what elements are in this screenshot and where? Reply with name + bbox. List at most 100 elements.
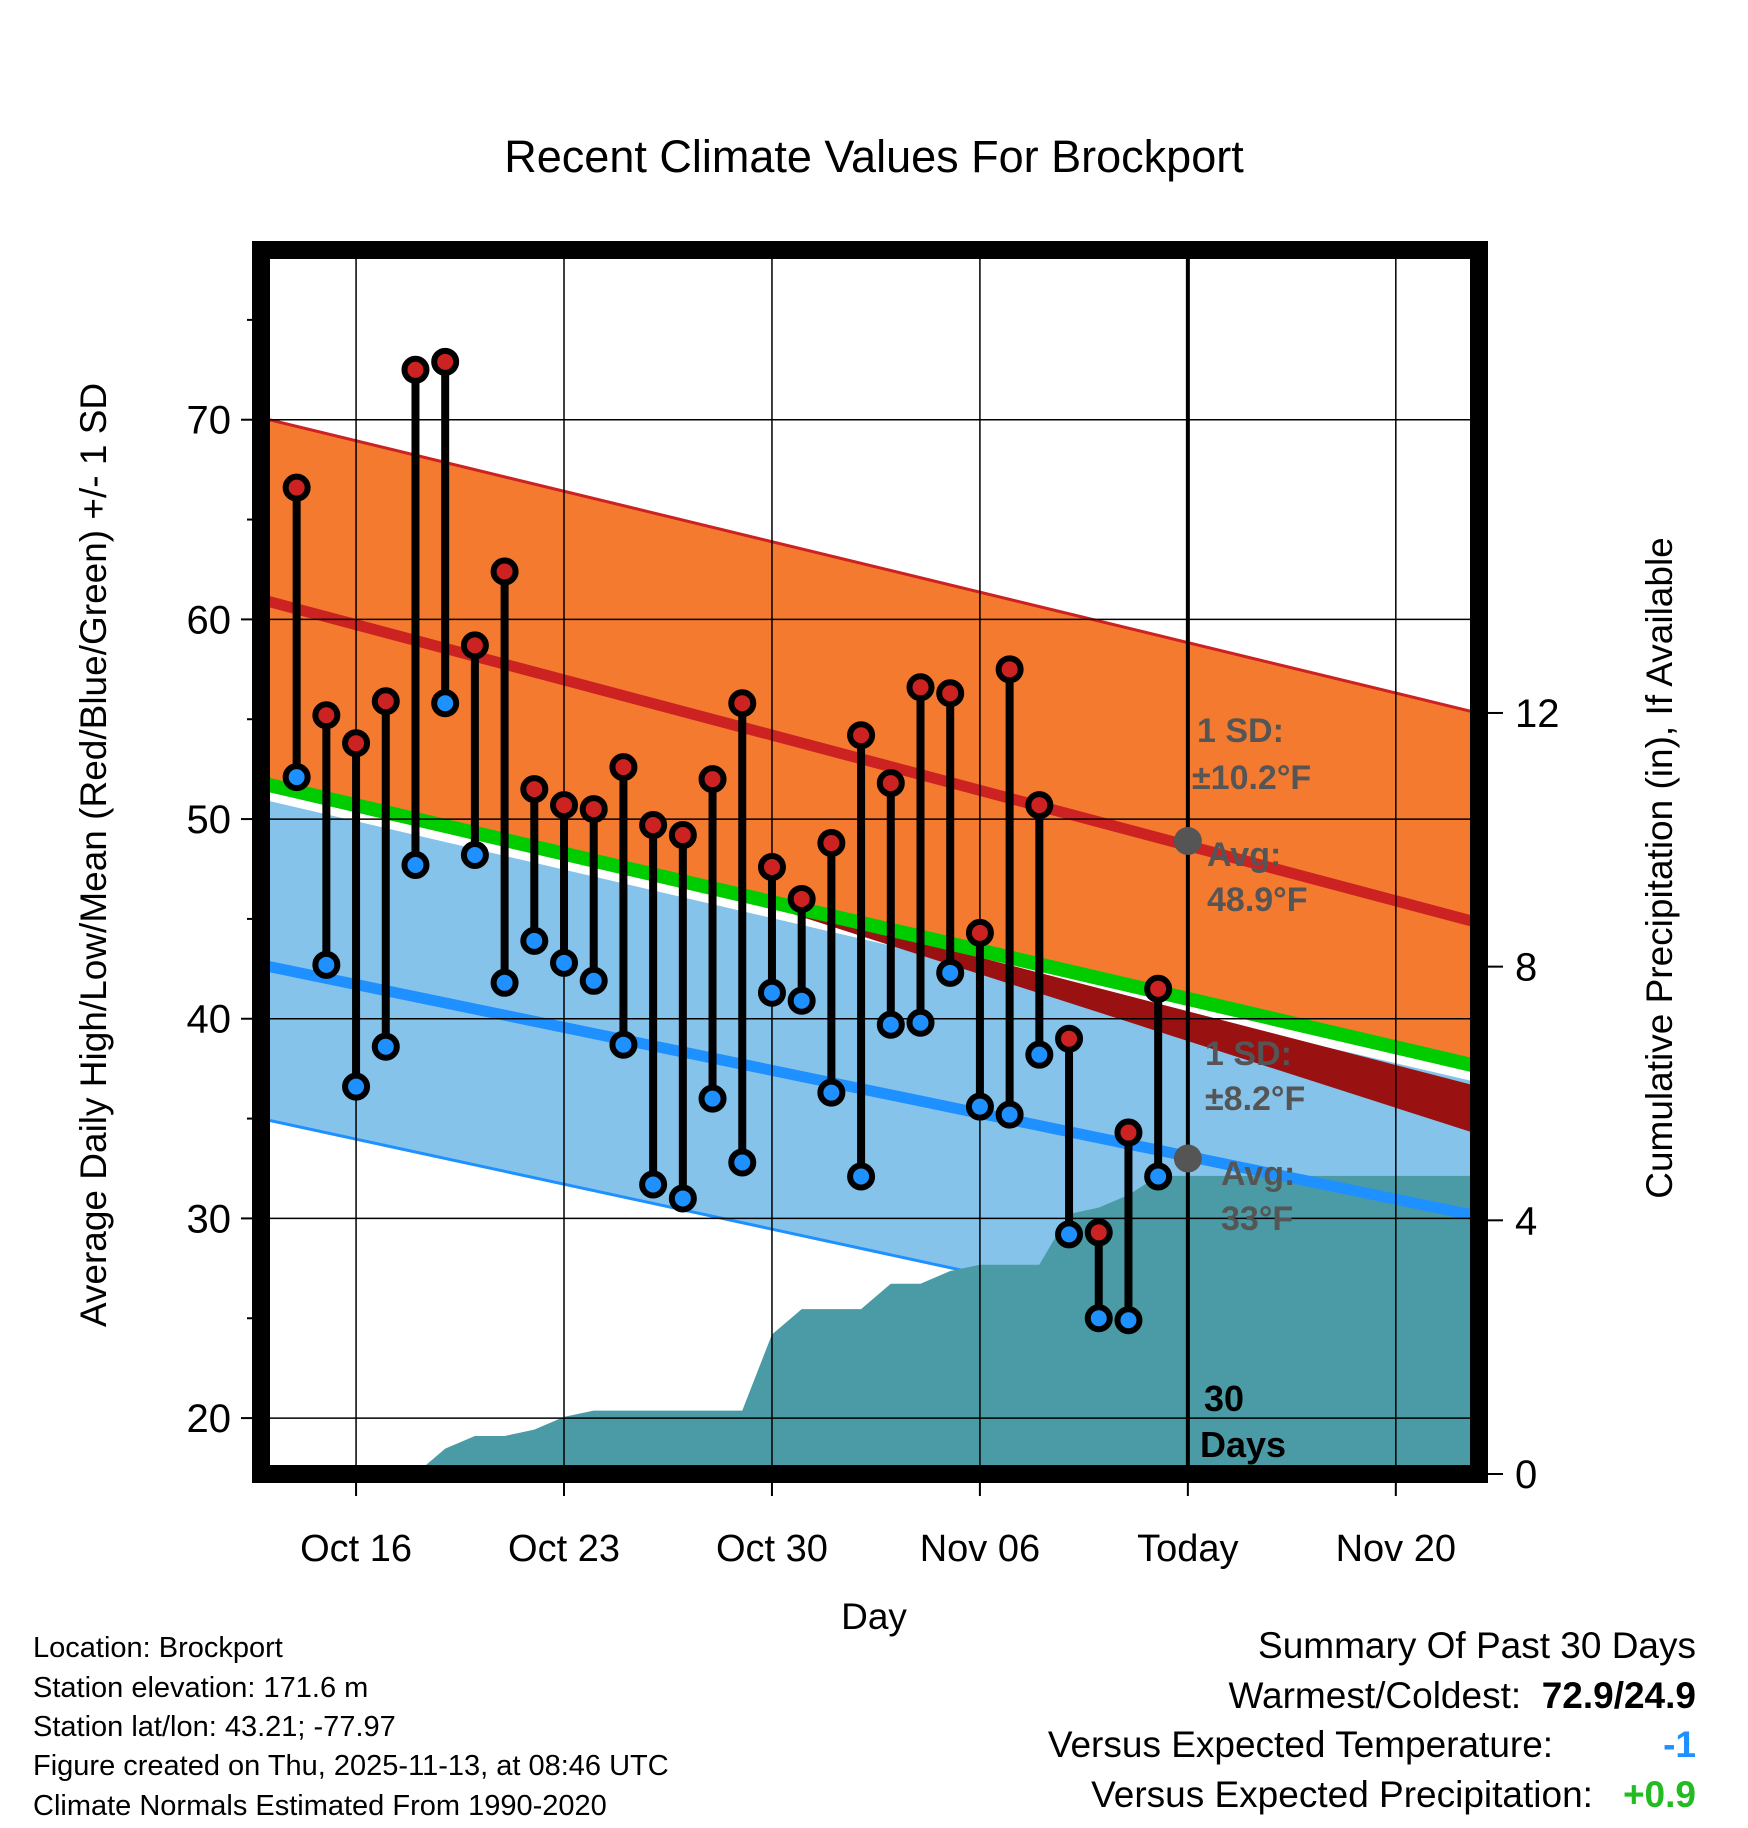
high-temp-point [1055,1024,1084,1053]
low-temp-point [1114,1306,1143,1335]
high-temp-point [995,655,1024,684]
high-temp-point [787,884,816,913]
low-temp-point [312,950,341,979]
y2-tick-label: 0 [1515,1453,1537,1497]
high-temp-point [698,765,727,794]
x-tick-label: Oct 23 [508,1528,620,1570]
high-temp-point [876,769,905,798]
y-tick-label: 70 [187,399,232,443]
y-tick-label: 20 [187,1397,232,1441]
y-tick-label: 60 [187,598,232,642]
low-temp-point [876,1010,905,1039]
high-temp-point [342,729,371,758]
info-location: Location: Brockport [33,1632,283,1664]
high-temp-point [550,791,579,820]
summary-precip-row: Versus Expected Precipitation: +0.9 [1091,1776,1696,1813]
high-temp-point [460,631,489,660]
low-temp-point [282,763,311,792]
high-temp-point [668,821,697,850]
summary-title: Summary Of Past 30 Days [1258,1625,1696,1666]
low-temp-point [579,966,608,995]
today-high-avg-marker [1173,827,1202,856]
low-temp-point [936,958,965,987]
high-temp-point [639,811,668,840]
y2-axis-label: Cumulative Precipitation (in), If Availa… [1639,537,1680,1199]
low-temp-point [371,1032,400,1061]
high-avg-value: 48.9°F [1207,881,1308,919]
y-tick-label: 30 [187,1197,232,1241]
x-tick-label: Oct 30 [716,1528,828,1570]
low-temp-point [609,1030,638,1059]
low-temp-point [460,841,489,870]
x-axis-label: Day [841,1596,907,1637]
info-normals: Climate Normals Estimated From 1990-2020 [33,1790,607,1822]
low-temp-point [906,1008,935,1037]
y2-tick-label: 8 [1515,946,1537,990]
low-temp-point [431,689,460,718]
high-temp-point [282,473,311,502]
normal-low-line [261,959,1479,1222]
high-temp-point [431,347,460,376]
info-elevation: Station elevation: 171.6 m [33,1672,369,1704]
chart-title: Recent Climate Values For Brockport [504,131,1244,182]
x-tick-label: Oct 16 [300,1528,412,1570]
high-sd-edge [261,416,1479,715]
high-temp-point [312,701,341,730]
high-temp-point [1114,1118,1143,1147]
high-temp-point [401,355,430,384]
low-temp-point [550,948,579,977]
low-temp-point [639,1170,668,1199]
plot-area: 1 SD: ±10.2°F Avg: 48.9°F 1 SD: ±8.2°F Avg: 33°… [187,241,1560,1570]
high-temp-point [1144,974,1173,1003]
low-temp-point [1025,1040,1054,1069]
overlap-band [712,888,1479,1135]
low-temp-point [817,1078,846,1107]
summary-warmest-label: Warmest/Coldest: [1228,1675,1522,1716]
low-sd-value: ±8.2°F [1205,1080,1305,1118]
low-temp-point [342,1072,371,1101]
high-temp-point [965,918,994,947]
high-temp-point [490,557,519,586]
high-temp-point [757,852,786,881]
days-label-number: 30 [1204,1378,1244,1419]
days-label-text: Days [1200,1424,1286,1465]
x-tick-label: Today [1137,1528,1238,1570]
y-axis-label: Average Daily High/Low/Mean (Red/Blue/Gr… [73,383,114,1327]
low-avg-label: Avg: [1221,1155,1295,1193]
y-tick-label: 50 [187,798,232,842]
summary-temp-value: -1 [1663,1724,1696,1765]
summary-warmest-row: Warmest/Coldest: 72.9/24.9 [1228,1677,1696,1714]
y2-tick-label: 4 [1515,1199,1537,1243]
low-avg-value: 33°F [1221,1200,1293,1238]
low-temp-point [787,986,816,1015]
low-temp-point [1084,1304,1113,1333]
low-temp-point [847,1162,876,1191]
high-avg-label: Avg: [1207,836,1281,874]
low-temp-point [1144,1162,1173,1191]
low-temp-point [1055,1220,1084,1249]
high-temp-point [906,673,935,702]
high-sd-value: ±10.2°F [1192,759,1311,797]
low-temp-point [520,926,549,955]
plot-frame [252,241,1488,1483]
info-latlon: Station lat/lon: 43.21; -77.97 [33,1711,396,1743]
low-temp-point [728,1148,757,1177]
high-sd-label: 1 SD: [1197,712,1284,750]
high-temp-point [1084,1218,1113,1247]
low-temp-point [668,1184,697,1213]
today-low-avg-marker [1173,1144,1202,1173]
precip-area [415,1175,1479,1474]
high-temp-point [579,795,608,824]
x-tick-label: Nov 20 [1336,1528,1456,1570]
high-temp-point [847,721,876,750]
info-created: Figure created on Thu, 2025-11-13, at 08… [33,1750,669,1782]
low-temp-point [698,1084,727,1113]
high-temp-point [609,753,638,782]
high-temp-point [936,679,965,708]
y-tick-label: 40 [187,998,232,1042]
summary-temp-row: Versus Expected Temperature: -1 [1048,1726,1696,1763]
low-sd-label: 1 SD: [1205,1035,1292,1073]
high-temp-point [817,829,846,858]
x-tick-label: Nov 06 [920,1528,1040,1570]
